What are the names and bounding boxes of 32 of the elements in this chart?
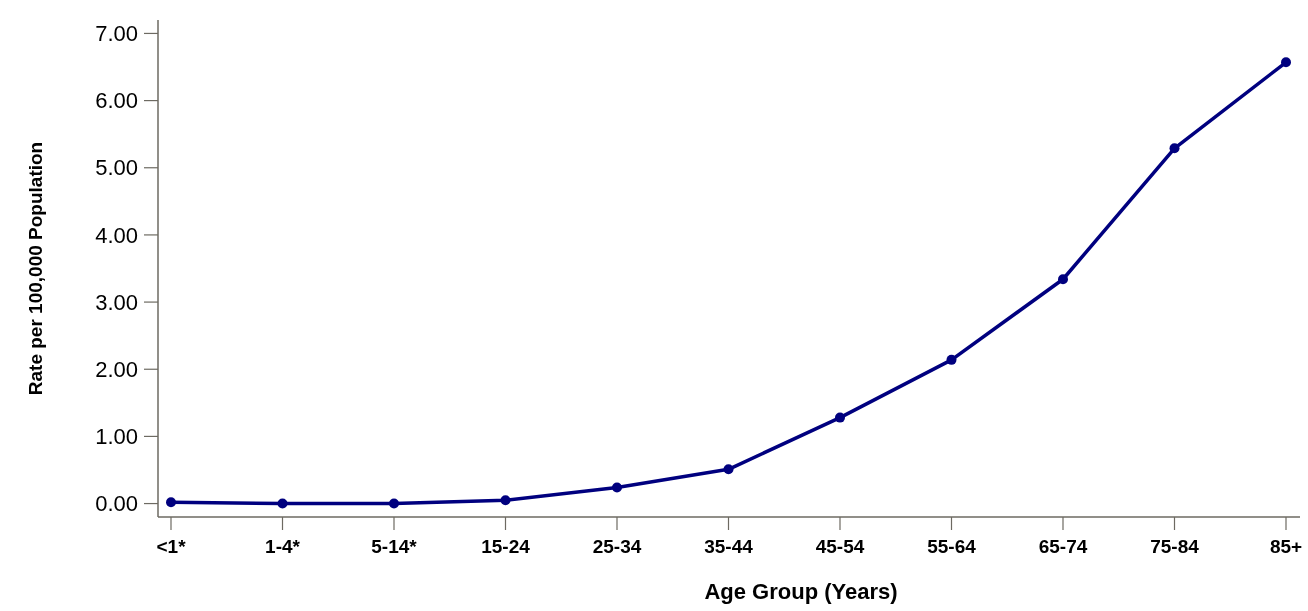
point — [1281, 57, 1291, 68]
point — [612, 482, 622, 493]
point — [389, 498, 399, 509]
point — [166, 497, 176, 508]
y-tick-label: 6.00 — [95, 88, 138, 114]
point — [1058, 274, 1068, 285]
y-axis-title: Rate per 100,000 Population — [25, 141, 46, 396]
point — [500, 495, 511, 506]
point — [1169, 143, 1180, 154]
x-tick-label: 35-44 — [704, 536, 754, 557]
x-tick-label: 1-4* — [265, 536, 301, 557]
x-tick-label: 5-14* — [371, 536, 418, 557]
point — [277, 498, 288, 509]
x-tick-label: 45-54 — [815, 536, 865, 557]
x-axis-title: Age Group (Years) — [704, 579, 898, 604]
y-tick-label: 2.00 — [95, 356, 138, 382]
y-tick-label: 3.00 — [95, 289, 138, 315]
y-tick-label: 1.00 — [95, 424, 138, 450]
x-tick-label: 75-84 — [1150, 536, 1200, 557]
y-tick-label: 7.00 — [95, 21, 138, 47]
x-tick-label: 85+ — [1269, 536, 1303, 557]
x-tick-label: <1* — [156, 536, 187, 557]
x-tick-label: 65-74 — [1038, 536, 1088, 557]
x-tick-label: 15-24 — [481, 536, 531, 557]
point — [946, 354, 957, 365]
point — [835, 412, 845, 423]
y-tick-label: 0.00 — [95, 491, 138, 517]
y-tick-label: 5.00 — [95, 155, 138, 181]
x-tick-label: 25-34 — [592, 536, 642, 557]
y-tick-label: 4.00 — [95, 222, 138, 248]
x-tick-label: 55-64 — [927, 536, 977, 557]
point — [723, 464, 734, 475]
